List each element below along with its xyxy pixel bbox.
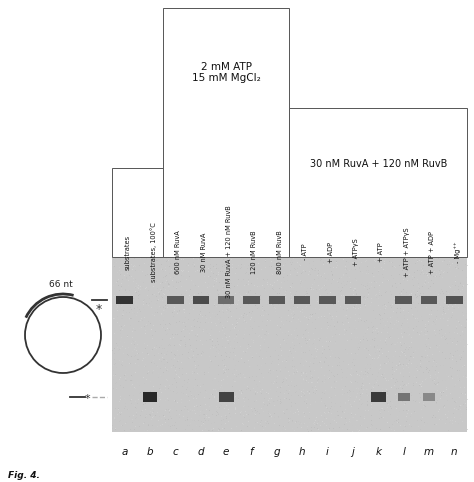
Bar [218, 296, 234, 304]
Bar [269, 296, 285, 304]
Bar [243, 296, 260, 304]
Text: k: k [375, 447, 381, 457]
Bar [371, 392, 386, 402]
Text: 30 nM RuvA: 30 nM RuvA [201, 232, 207, 272]
Text: *: * [96, 303, 102, 316]
Bar [117, 296, 133, 304]
Text: Fig. 4.: Fig. 4. [8, 471, 40, 481]
Bar [167, 296, 183, 304]
Text: substrates: substrates [125, 234, 131, 269]
Bar [395, 296, 412, 304]
Text: *: * [85, 394, 91, 404]
Text: - Mg⁺⁺: - Mg⁺⁺ [454, 241, 461, 263]
Text: h: h [299, 447, 305, 457]
Text: 800 nM RuvB: 800 nM RuvB [277, 230, 283, 274]
Text: d: d [198, 447, 204, 457]
Text: + ATP + ATPγS: + ATP + ATPγS [403, 227, 410, 277]
Text: a: a [121, 447, 128, 457]
Text: b: b [147, 447, 154, 457]
Bar [219, 392, 234, 402]
Text: e: e [223, 447, 229, 457]
Text: f: f [250, 447, 253, 457]
Text: 600 nM RuvA: 600 nM RuvA [175, 230, 182, 274]
Bar [319, 296, 336, 304]
Text: g: g [273, 447, 280, 457]
Text: - ATP: - ATP [302, 244, 308, 260]
Text: 66 nt: 66 nt [49, 280, 73, 289]
Bar [398, 393, 410, 401]
Text: l: l [402, 447, 405, 457]
Bar [143, 392, 157, 402]
Bar [294, 296, 310, 304]
Text: c: c [173, 447, 178, 457]
Bar [112, 258, 467, 432]
Text: + ATP + ADP: + ATP + ADP [429, 230, 435, 273]
Text: 2 mM ATP
15 mM MgCl₂: 2 mM ATP 15 mM MgCl₂ [191, 62, 261, 83]
Text: i: i [326, 447, 329, 457]
Bar [290, 108, 467, 257]
Text: substrates, 100°C: substrates, 100°C [150, 222, 157, 282]
Text: + ATP: + ATP [378, 242, 384, 262]
Text: 30 nM RuvA + 120 nM RuvB: 30 nM RuvA + 120 nM RuvB [226, 206, 232, 298]
Text: 120 nM RuvB: 120 nM RuvB [252, 230, 257, 274]
Text: 30 nM RuvA + 120 nM RuvB: 30 nM RuvA + 120 nM RuvB [310, 159, 447, 169]
Text: m: m [424, 447, 434, 457]
Bar [163, 8, 290, 257]
Bar [446, 296, 463, 304]
Bar [421, 296, 437, 304]
Text: + ADP: + ADP [328, 241, 334, 263]
Bar [192, 296, 209, 304]
Text: j: j [351, 447, 355, 457]
Text: + ATPγS: + ATPγS [353, 238, 359, 266]
Text: n: n [451, 447, 457, 457]
Bar [345, 296, 361, 304]
Bar [112, 168, 163, 257]
Bar [423, 393, 435, 401]
